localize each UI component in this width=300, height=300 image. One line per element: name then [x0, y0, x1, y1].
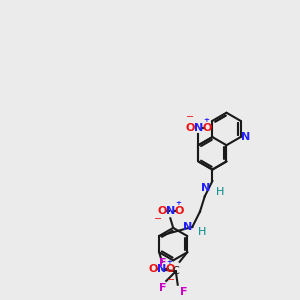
Text: +: + [175, 200, 181, 206]
Text: N: N [242, 132, 251, 142]
Text: −: − [167, 275, 175, 285]
Text: F: F [159, 257, 166, 268]
Text: +: + [203, 117, 209, 123]
Text: F: F [159, 283, 166, 293]
Text: O: O [149, 265, 158, 275]
Text: O: O [157, 206, 166, 216]
Text: H: H [216, 187, 225, 197]
Text: C: C [172, 266, 179, 276]
Text: H: H [198, 227, 206, 237]
Text: −: − [154, 214, 162, 224]
Text: −: − [186, 112, 194, 122]
Text: +: + [167, 259, 173, 265]
Text: O: O [202, 123, 212, 133]
Text: N: N [166, 206, 175, 216]
Text: F: F [180, 287, 187, 297]
Text: N: N [183, 222, 192, 232]
Text: O: O [166, 265, 175, 275]
Text: O: O [185, 123, 194, 133]
Text: O: O [174, 206, 184, 216]
Text: N: N [201, 183, 211, 193]
Text: N: N [194, 123, 203, 133]
Text: N: N [158, 265, 166, 275]
